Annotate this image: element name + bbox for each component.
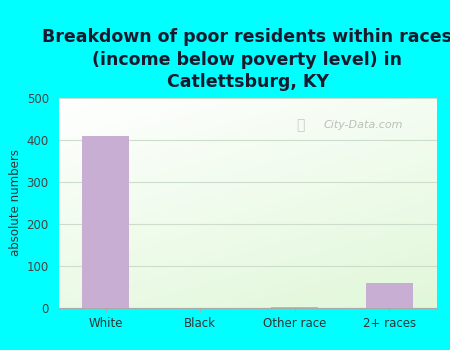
Bar — [365, 283, 413, 308]
Bar — [271, 307, 319, 308]
Bar — [82, 136, 130, 308]
Y-axis label: absolute numbers: absolute numbers — [9, 149, 22, 257]
Text: ⌕: ⌕ — [297, 118, 305, 132]
Text: City-Data.com: City-Data.com — [323, 120, 403, 130]
Title: Breakdown of poor residents within races
(income below poverty level) in
Catlett: Breakdown of poor residents within races… — [42, 28, 450, 91]
